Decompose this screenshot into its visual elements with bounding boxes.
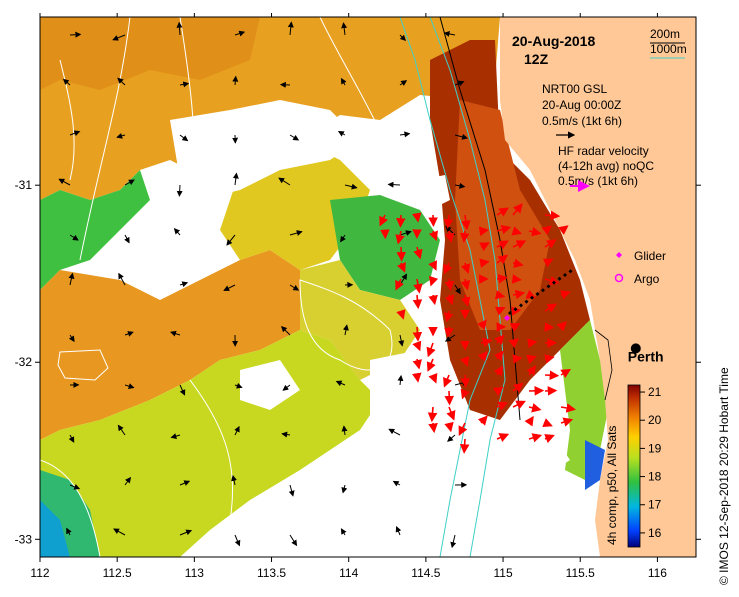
- radar-arrow: [449, 391, 450, 404]
- x-tick-label: 115.5: [566, 566, 595, 580]
- x-tick-label: 112.5: [103, 566, 132, 580]
- colorbar-tick-label: 17: [648, 498, 662, 512]
- contour-legend-200: 200m: [650, 27, 680, 41]
- model-arrow: [70, 34, 80, 35]
- model-arrow: [388, 184, 400, 185]
- glider-legend-label: Glider: [634, 249, 666, 263]
- radar-arrow: [417, 375, 418, 381]
- x-tick-label: 115: [493, 566, 512, 580]
- radar-arrow: [481, 230, 487, 231]
- radar-arrow: [432, 407, 433, 421]
- y-tick-label: -32: [15, 355, 33, 369]
- radar-arrow: [417, 327, 418, 340]
- colorbar: [628, 385, 640, 547]
- model-arrow: [179, 185, 180, 196]
- x-tick-label: 113: [185, 566, 204, 580]
- model-legend-title: NRT00 GSL: [542, 82, 607, 96]
- y-tick-label: -31: [15, 178, 33, 192]
- radar-arrow: [433, 423, 434, 431]
- x-tick-label: 116: [648, 566, 667, 580]
- x-tick-label: 114.5: [411, 566, 440, 580]
- colorbar-title: 4h comp, p50, All Sats: [605, 426, 619, 545]
- credit-text: © IMOS 12-Sep-2018 20:29 Hobart Time: [717, 367, 731, 585]
- radar-legend-title: HF radar velocity: [558, 144, 649, 158]
- y-tick-label: -33: [15, 532, 33, 546]
- colorbar-tick-label: 21: [648, 385, 662, 399]
- radar-arrow: [513, 358, 521, 359]
- radar-arrow: [401, 247, 402, 260]
- radar-arrow: [400, 215, 401, 226]
- map-time: 12Z: [524, 51, 549, 67]
- radar-arrow: [464, 231, 465, 241]
- radar-arrow: [417, 215, 418, 221]
- colorbar-tick-label: 18: [648, 470, 662, 484]
- x-tick-label: 112: [30, 566, 49, 580]
- model-legend-date: 20-Aug 00:00Z: [542, 98, 621, 112]
- radar-arrow: [465, 375, 466, 386]
- radar-legend-note: (4-12h avg) noQC: [558, 159, 654, 173]
- radar-arrow: [529, 342, 536, 343]
- x-tick-label: 113.5: [257, 566, 286, 580]
- radar-arrow: [513, 279, 520, 280]
- radar-arrow: [545, 375, 558, 376]
- map-date: 20-Aug-2018: [512, 33, 595, 49]
- radar-arrow: [448, 327, 449, 336]
- radar-arrow: [464, 439, 465, 452]
- model-legend-scale: 0.5m/s (1kt 6h): [542, 114, 622, 128]
- argo-legend-label: Argo: [634, 272, 660, 286]
- colorbar-tick-label: 19: [648, 441, 662, 455]
- colorbar-tick-label: 16: [648, 526, 662, 540]
- x-tick-label: 114: [339, 566, 358, 580]
- perth-label: Perth: [628, 348, 664, 364]
- colorbar-tick-label: 20: [648, 413, 662, 427]
- contour-legend-1000: 1000m: [650, 42, 687, 56]
- radar-arrow: [545, 215, 559, 216]
